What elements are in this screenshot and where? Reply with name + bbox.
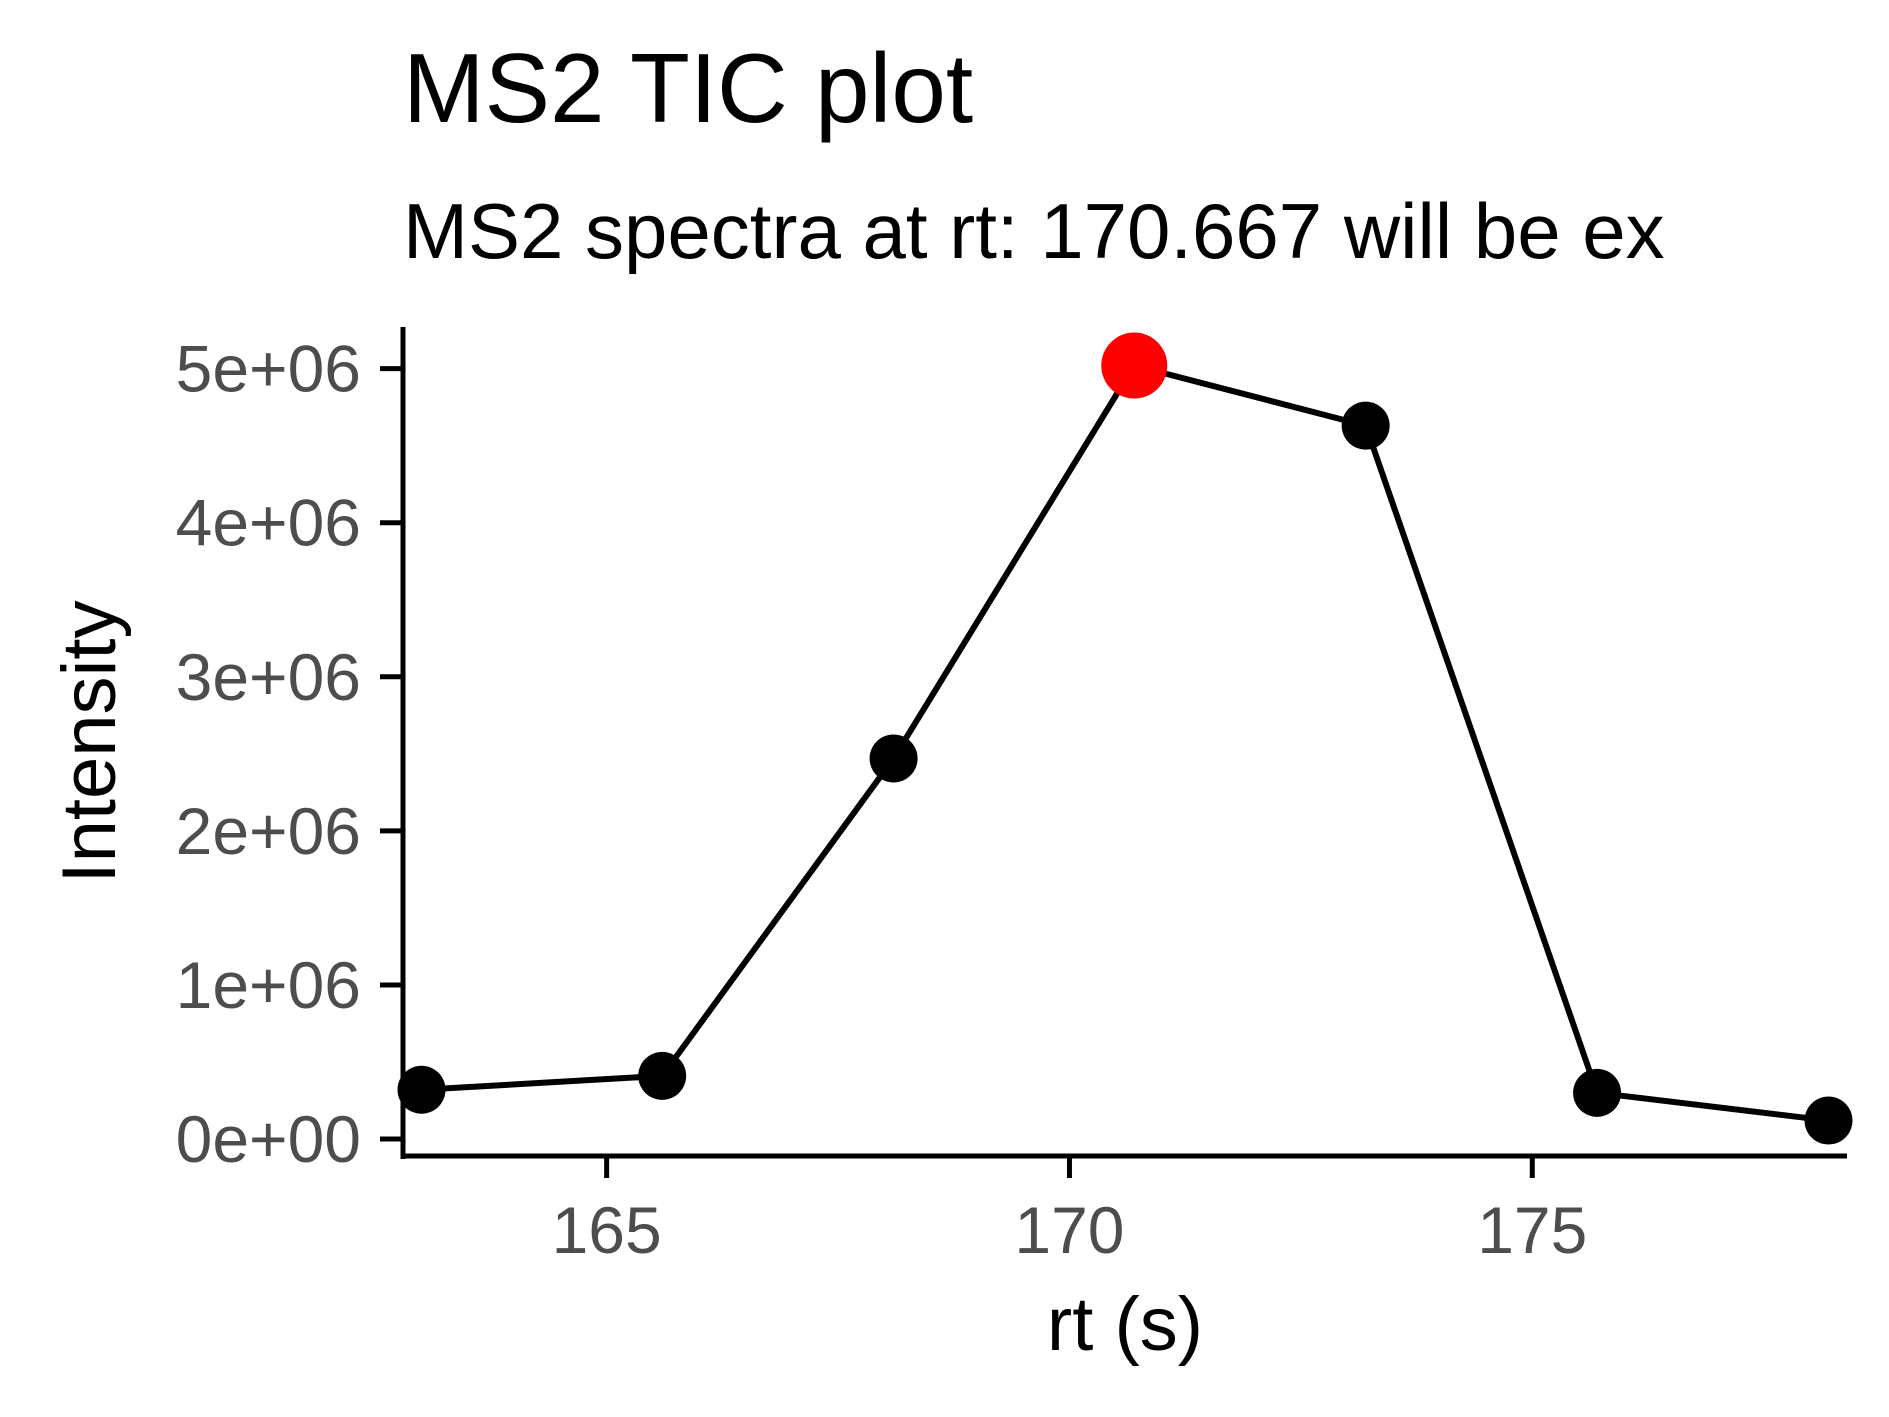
x-axis-ticks: 165 170 175 [552,1156,1587,1267]
highlight-point [1101,332,1168,399]
y-tick-label: 2e+06 [176,794,361,868]
series-line [421,362,1829,1124]
x-tick-label: 175 [1477,1193,1587,1267]
x-tick-label: 165 [552,1193,662,1267]
data-point [397,1065,446,1114]
y-tick-label: 0e+00 [176,1102,361,1176]
y-tick-label: 1e+06 [176,948,361,1022]
y-tick-label: 4e+06 [176,486,361,560]
data-point [1341,401,1390,450]
data-point [869,734,918,783]
y-tick-label: 3e+06 [176,640,361,714]
data-point [1804,1096,1853,1145]
y-axis-title: Intensity [47,600,132,883]
data-point [1573,1068,1622,1117]
chart-subtitle: MS2 spectra at rt: 170.667 will be ex [403,187,1665,275]
y-axis-ticks: 0e+00 1e+06 2e+06 3e+06 4e+06 5e+06 [176,332,403,1176]
series-layer [397,332,1853,1145]
y-tick-label: 5e+06 [176,332,361,406]
chart-title: MS2 TIC plot [403,33,973,143]
x-tick-label: 170 [1014,1193,1124,1267]
data-point [638,1051,687,1100]
x-axis-title: rt (s) [1047,1282,1203,1367]
